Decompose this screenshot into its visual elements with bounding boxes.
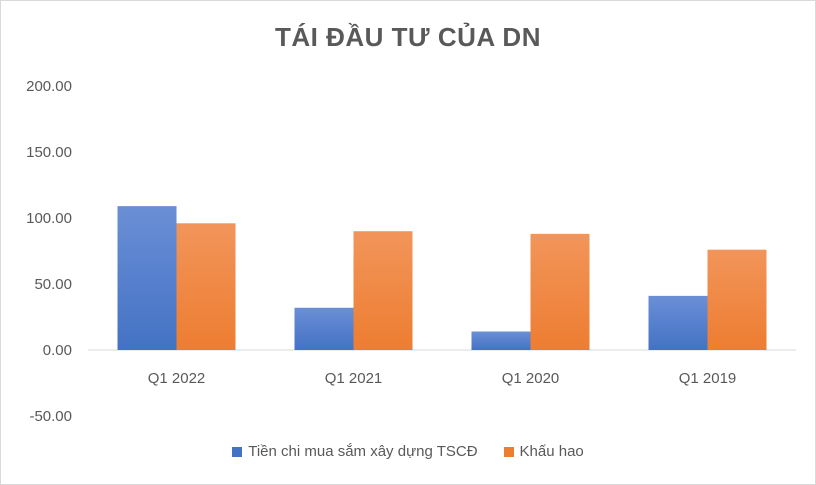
bar-2-2 [353, 231, 413, 350]
y-tick-label: 150.00 [26, 144, 72, 161]
legend-swatch-series-2 [503, 446, 514, 457]
y-tick-label: -50.00 [29, 408, 72, 425]
legend-label-series-2: Khấu hao [519, 443, 584, 460]
y-tick-label: 50.00 [34, 276, 72, 293]
y-tick-label: 200.00 [26, 78, 72, 95]
x-tick-label: Q1 2022 [148, 370, 206, 387]
legend-item-series-2: Khấu hao [503, 443, 584, 460]
chart-title: TÁI ĐẦU TƯ CỦA DN [275, 22, 541, 52]
y-tick-label: 0.00 [43, 342, 72, 359]
bar-2-3 [530, 233, 590, 350]
bar-1-4 [648, 295, 708, 350]
legend-item-series-1: Tiền chi mua sắm xây dựng TSCĐ [232, 443, 478, 460]
bar-1-1 [117, 206, 177, 350]
bar-1-2 [294, 307, 354, 350]
bar-1-3 [471, 331, 531, 350]
bar-2-4 [707, 249, 767, 350]
legend: Tiền chi mua sắm xây dựng TSCĐ Khấu hao [0, 443, 816, 460]
x-tick-label: Q1 2020 [502, 370, 560, 387]
bar-2-1 [176, 223, 236, 350]
x-tick-label: Q1 2021 [325, 370, 383, 387]
legend-swatch-series-1 [232, 446, 243, 457]
legend-label-series-1: Tiền chi mua sắm xây dựng TSCĐ [248, 443, 478, 460]
x-tick-label: Q1 2019 [679, 370, 737, 387]
y-tick-label: 100.00 [26, 210, 72, 227]
